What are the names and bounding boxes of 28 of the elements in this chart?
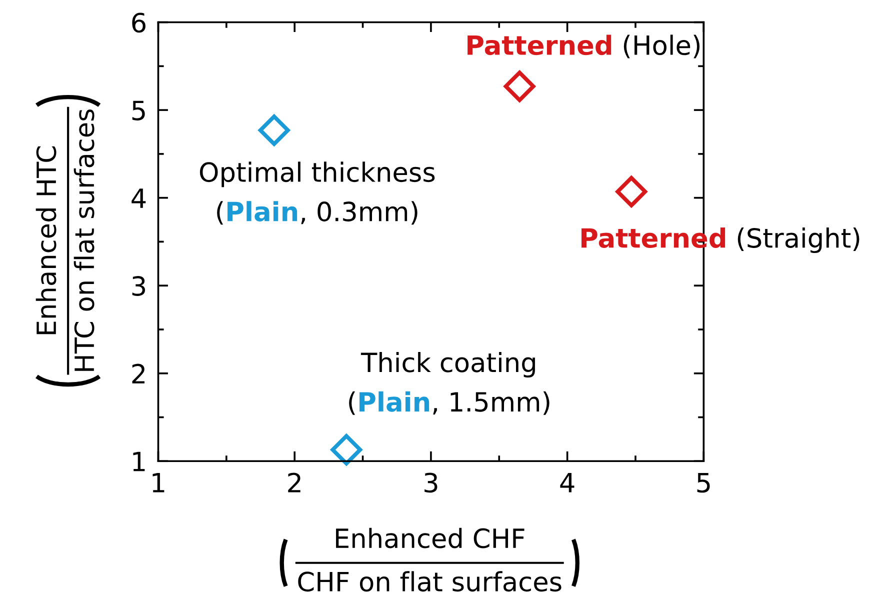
text: Plain [228,201,298,222]
x-tick-label: 1 [152,473,164,492]
point [258,114,290,146]
x-tick-label: 4 [560,473,574,492]
text: (Straight) [738,228,860,254]
y-tick-label: 5 [132,100,145,120]
x-axis-title: Enhanced CHF CHF on flat surfaces [298,528,562,592]
y-tick-label: 3 [132,276,146,296]
annotation: , 0.3mm) [301,201,418,225]
annotation: ( [217,201,223,225]
series-label: Plain [360,391,430,412]
point [330,434,362,466]
annotation: Optimal thickness [200,162,435,188]
x-tick-label: 2 [288,472,300,492]
annotation: , 1.5mm) [433,391,550,415]
y-tick-label: 1 [133,452,145,472]
y-tick-label: 6 [132,12,146,33]
annotation: ( [349,391,355,415]
y-axis-title: Enhanced HTC HTC on flat surfaces [36,109,94,371]
point [504,70,536,102]
point [616,176,648,208]
y-tick-label: 4 [132,188,146,208]
annotation: Thick coating [360,352,535,378]
x-tick-label: 5 [697,473,710,493]
annotation: (Hole) [624,34,700,58]
y-tick-label: 2 [132,364,144,384]
series-label: Patterned [468,34,612,56]
x-tick-label: 3 [424,472,438,493]
